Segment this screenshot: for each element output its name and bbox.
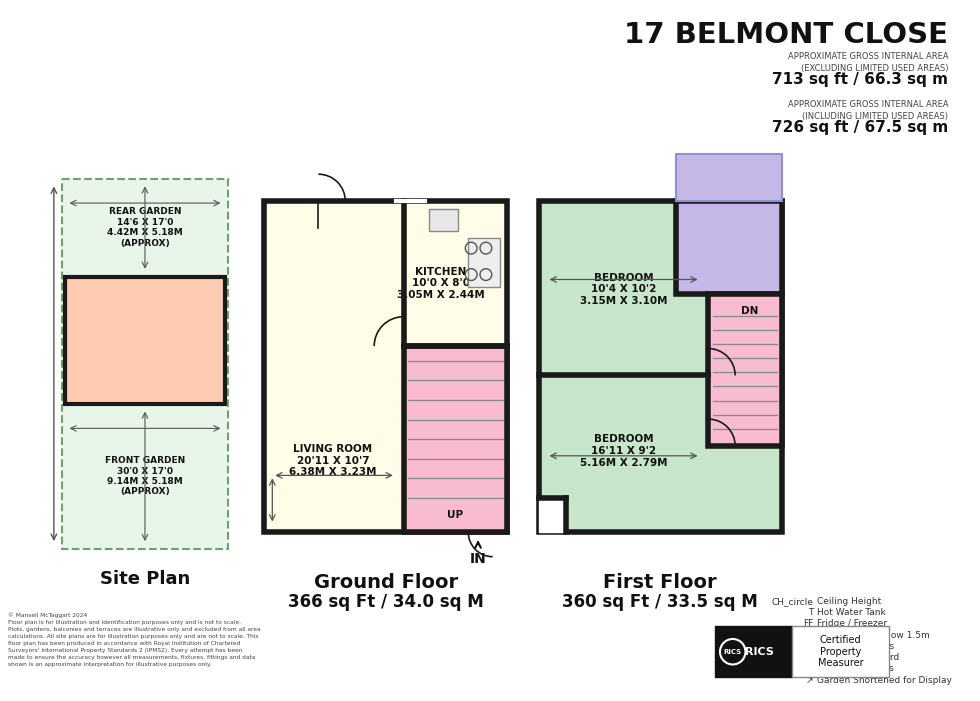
Text: Storage Cupboard: Storage Cupboard xyxy=(817,653,900,662)
Text: [ ]: [ ] xyxy=(804,631,813,639)
Text: T: T xyxy=(808,608,813,617)
Text: W: W xyxy=(805,665,813,674)
Bar xyxy=(65,276,225,404)
Bar xyxy=(404,346,508,532)
Text: RICS: RICS xyxy=(723,648,742,655)
Bar xyxy=(792,626,890,677)
Text: Fitted Wardrobes: Fitted Wardrobes xyxy=(817,665,894,674)
Bar xyxy=(539,498,566,532)
Text: Certified
Property
Measurer: Certified Property Measurer xyxy=(817,635,863,668)
Text: 17 BELMONT CLOSE: 17 BELMONT CLOSE xyxy=(624,21,949,49)
Text: Ceiling Height: Ceiling Height xyxy=(817,597,881,606)
Text: UP: UP xyxy=(448,510,464,520)
Text: Fridge / Freezer: Fridge / Freezer xyxy=(817,620,887,628)
Text: ↔: ↔ xyxy=(806,642,813,651)
Bar xyxy=(62,179,228,549)
Text: Head Height Below 1.5m: Head Height Below 1.5m xyxy=(817,631,930,639)
Text: APPROXIMATE GROSS INTERNAL AREA
(INCLUDING LIMITED USED AREAS): APPROXIMATE GROSS INTERNAL AREA (INCLUDI… xyxy=(788,100,949,121)
Text: Ground Floor: Ground Floor xyxy=(314,573,458,592)
Text: S: S xyxy=(808,653,813,662)
Text: 366 sq Ft / 34.0 sq M: 366 sq Ft / 34.0 sq M xyxy=(288,593,484,611)
Bar xyxy=(676,201,782,294)
Bar xyxy=(709,294,782,446)
Text: 726 sq ft / 67.5 sq m: 726 sq ft / 67.5 sq m xyxy=(772,120,949,135)
Text: CH_circle: CH_circle xyxy=(771,597,813,606)
Text: BEDROOM
16'11 X 9'2
5.16M X 2.79M: BEDROOM 16'11 X 9'2 5.16M X 2.79M xyxy=(580,435,667,468)
Text: BEDROOM
10'4 X 10'2
3.15M X 3.10M: BEDROOM 10'4 X 10'2 3.15M X 3.10M xyxy=(580,273,667,306)
Bar xyxy=(265,201,508,532)
Bar xyxy=(676,154,782,201)
Text: KITCHEN
10'0 X 8'0
3.05M X 2.44M: KITCHEN 10'0 X 8'0 3.05M X 2.44M xyxy=(397,267,485,300)
Text: REAR GARDEN
14'6 X 17'0
4.42M X 5.18M
(APPROX): REAR GARDEN 14'6 X 17'0 4.42M X 5.18M (A… xyxy=(107,207,183,247)
Text: Garden Shortened for Display: Garden Shortened for Display xyxy=(817,676,952,685)
Bar xyxy=(715,626,792,677)
Text: Site Plan: Site Plan xyxy=(100,571,190,588)
Text: RICS: RICS xyxy=(745,647,773,657)
Text: ↗: ↗ xyxy=(806,676,813,685)
Bar xyxy=(429,209,459,231)
Bar xyxy=(539,201,782,532)
Text: Measuring Points: Measuring Points xyxy=(817,642,894,651)
Text: BATHROOM
6'9 X 5'5
2.06M X 1.65M: BATHROOM 6'9 X 5'5 2.06M X 1.65M xyxy=(691,163,766,193)
Text: APPROXIMATE GROSS INTERNAL AREA
(EXCLUDING LIMITED USED AREAS): APPROXIMATE GROSS INTERNAL AREA (EXCLUDI… xyxy=(788,52,949,73)
Text: 713 sq ft / 66.3 sq m: 713 sq ft / 66.3 sq m xyxy=(772,72,949,87)
Text: FRONT GARDEN
30'0 X 17'0
9.14M X 5.18M
(APPROX): FRONT GARDEN 30'0 X 17'0 9.14M X 5.18M (… xyxy=(105,456,185,496)
Bar xyxy=(62,179,228,549)
Text: LIVING ROOM
20'11 X 10'7
6.38M X 3.23M: LIVING ROOM 20'11 X 10'7 6.38M X 3.23M xyxy=(289,444,376,477)
Text: © Mansell McTaggart 2024
Floor plan is for illustration and identification purpo: © Mansell McTaggart 2024 Floor plan is f… xyxy=(8,613,261,667)
Text: IN: IN xyxy=(469,552,486,566)
Bar xyxy=(468,238,500,287)
Text: FF: FF xyxy=(803,620,813,628)
Text: 360 sq Ft / 33.5 sq M: 360 sq Ft / 33.5 sq M xyxy=(563,593,759,611)
Text: Hot Water Tank: Hot Water Tank xyxy=(817,608,886,617)
Text: DN: DN xyxy=(741,306,759,316)
Text: First Floor: First Floor xyxy=(604,573,717,592)
